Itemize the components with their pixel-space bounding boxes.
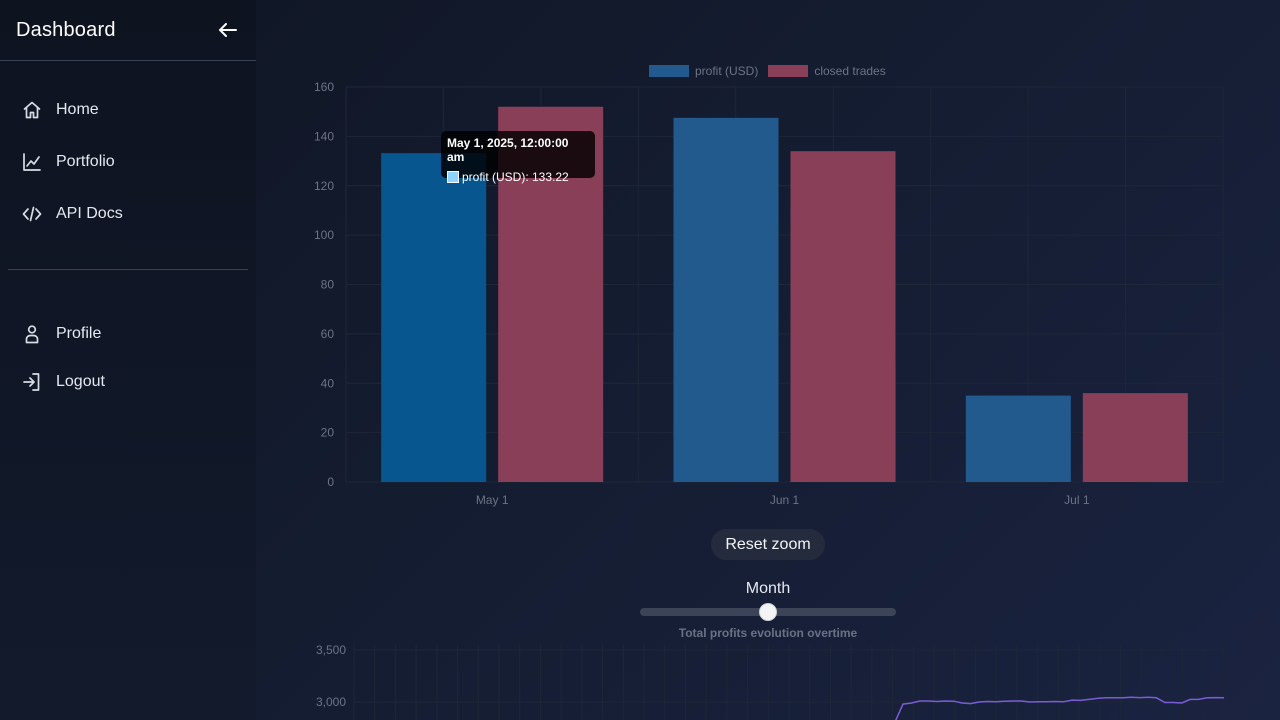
collapse-sidebar-button[interactable] <box>216 18 240 42</box>
home-icon <box>22 100 42 120</box>
nav-label-api-docs: API Docs <box>56 205 123 222</box>
profit-bar-chart[interactable]: 0 20 40 60 80 100 120 140 160 May 1 Jun 1 Jul 1 <box>256 0 1280 520</box>
legend-entry-profit[interactable]: profit (USD) <box>649 64 758 78</box>
nav-label-home: Home <box>56 101 99 118</box>
tooltip-swatch <box>447 171 459 183</box>
user-icon <box>22 324 42 344</box>
timeframe-slider-label: Month <box>745 580 791 597</box>
legend-label-profit: profit (USD) <box>695 64 759 78</box>
y-tick-label: 20 <box>321 426 335 440</box>
sidebar-divider <box>8 269 248 270</box>
nav-label-logout: Logout <box>56 373 105 390</box>
reset-zoom-button[interactable]: Reset zoom <box>711 529 825 560</box>
chart-tooltip: May 1, 2025, 12:00:00 am profit (USD): 1… <box>441 131 595 184</box>
y-tick-label: 40 <box>321 376 335 390</box>
line-y-tick-label: 3,000 <box>316 695 346 709</box>
nav-item-home[interactable]: Home <box>0 84 256 136</box>
timeframe-slider[interactable] <box>640 603 896 621</box>
line-y-tick-label: 3,500 <box>316 643 346 657</box>
x-tick-label: Jul 1 <box>1064 493 1090 507</box>
nav-label-profile: Profile <box>56 325 102 342</box>
bar-profit-jun-1 <box>673 117 779 482</box>
chart-line-icon <box>22 152 42 172</box>
y-tick-label: 120 <box>314 179 334 193</box>
nav-item-logout[interactable]: Logout <box>0 358 256 406</box>
legend-swatch-trades <box>768 65 809 77</box>
nav-item-portfolio[interactable]: Portfolio <box>0 136 256 188</box>
tooltip-title: May 1, 2025, 12:00:00 am <box>447 136 569 164</box>
arrow-left-icon <box>219 23 237 37</box>
y-tick-label: 80 <box>321 278 335 292</box>
y-tick-label: 140 <box>314 129 334 143</box>
timeframe-slider-thumb[interactable] <box>759 603 777 621</box>
bar-trades-jul-1 <box>1082 393 1188 482</box>
nav-label-portfolio: Portfolio <box>56 153 115 170</box>
sidebar: Dashboard Home Portfolio API Docs <box>0 0 256 720</box>
legend-label-trades: closed trades <box>814 64 886 78</box>
logout-icon <box>22 372 42 392</box>
nav-main: Home Portfolio API Docs <box>0 61 256 240</box>
y-tick-label: 100 <box>314 228 334 242</box>
x-tick-label: Jun 1 <box>770 493 800 507</box>
x-tick-label: May 1 <box>476 493 509 507</box>
y-tick-label: 160 <box>314 80 334 94</box>
line-chart-title: Total profits evolution overtime <box>678 626 858 640</box>
y-tick-label: 60 <box>321 327 335 341</box>
nav-account: Profile Logout <box>0 310 256 406</box>
code-icon <box>22 204 42 224</box>
legend-entry-trades[interactable]: closed trades <box>768 64 886 78</box>
legend-swatch-profit <box>649 65 689 77</box>
main-content: 0 20 40 60 80 100 120 140 160 May 1 Jun 1 Jul 1 pro… <box>256 0 1280 720</box>
nav-item-profile[interactable]: Profile <box>0 310 256 358</box>
chart-legend: profit (USD) closed trades <box>649 64 896 78</box>
tooltip-row: profit (USD): 133.22 <box>447 170 589 184</box>
bar-trades-jun-1 <box>790 151 896 482</box>
app-title: Dashboard <box>16 18 116 41</box>
nav-item-api-docs[interactable]: API Docs <box>0 188 256 240</box>
bar-profit-may-1 <box>381 153 487 482</box>
sidebar-header: Dashboard <box>0 0 256 61</box>
y-tick-label: 0 <box>327 475 334 489</box>
bar-profit-jul-1 <box>965 395 1071 482</box>
profit-evolution-line <box>895 696 1225 720</box>
tooltip-value: profit (USD): 133.22 <box>462 170 569 184</box>
